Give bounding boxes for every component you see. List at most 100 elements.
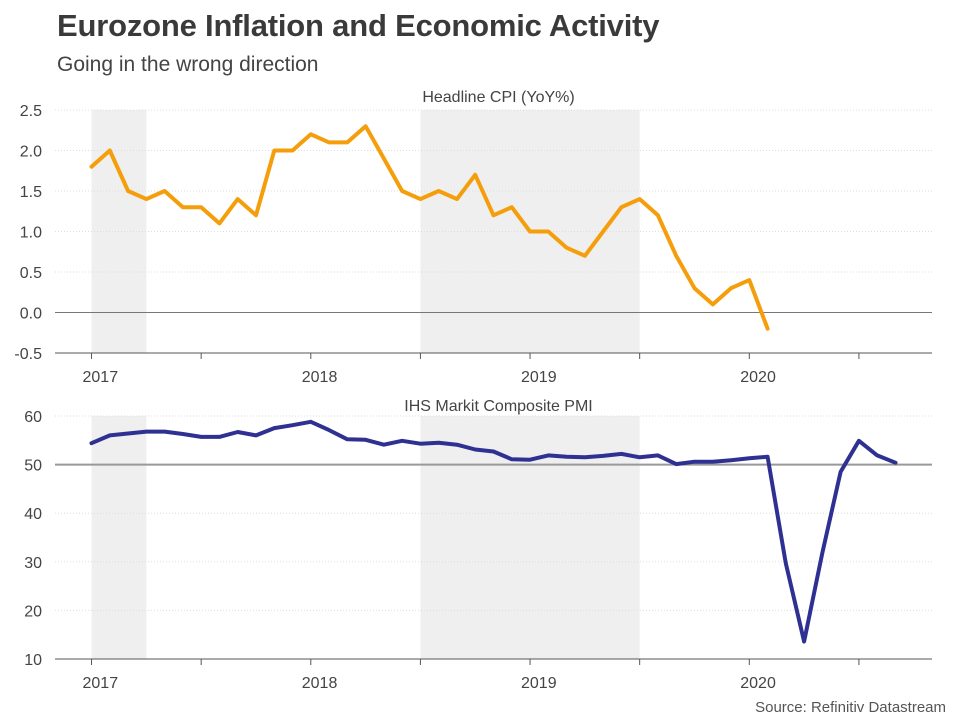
- data-point: [656, 453, 660, 457]
- pmi-y-tick-label: 50: [24, 458, 42, 475]
- data-point: [217, 435, 221, 439]
- data-point: [692, 460, 696, 464]
- pmi-x-tick-marks: [91, 659, 860, 665]
- cpi-y-tick-label: 1.5: [20, 184, 42, 201]
- data-point: [857, 439, 861, 443]
- data-point: [473, 448, 477, 452]
- data-point: [473, 173, 477, 177]
- data-point: [601, 454, 605, 458]
- data-point: [364, 438, 368, 442]
- data-point: [309, 420, 313, 424]
- cpi-shading-group: [91, 110, 640, 353]
- pmi-y-tick-label: 40: [24, 506, 42, 523]
- data-point: [619, 205, 623, 209]
- data-point: [565, 455, 569, 459]
- data-point: [345, 140, 349, 144]
- cpi-panel: Headline CPI (YoY%) 2.5 2.0 1.5 1.0 0.5 …: [14, 89, 932, 386]
- data-point: [729, 458, 733, 462]
- data-point: [528, 458, 532, 462]
- data-point: [364, 124, 368, 128]
- cpi-y-tick-label: 2.0: [20, 144, 42, 161]
- pmi-y-tick-label: 60: [24, 409, 42, 426]
- shaded-period: [420, 416, 640, 659]
- data-point: [656, 213, 660, 217]
- pmi-series-line: [89, 419, 898, 644]
- data-point: [90, 441, 94, 445]
- data-point: [492, 213, 496, 217]
- data-point: [163, 430, 167, 434]
- pmi-x-tick-label: 2017: [83, 675, 119, 692]
- cpi-y-tick-label: 0.5: [20, 265, 42, 282]
- data-point: [565, 246, 569, 250]
- data-point: [400, 189, 404, 193]
- data-point: [382, 157, 386, 161]
- data-point: [217, 221, 221, 225]
- data-point: [181, 432, 185, 436]
- pmi-y-tick-label: 20: [24, 603, 42, 620]
- cpi-x-tick-label: 2017: [83, 369, 119, 386]
- data-point: [382, 443, 386, 447]
- data-point: [163, 189, 167, 193]
- data-point: [327, 140, 331, 144]
- data-point: [638, 455, 642, 459]
- data-point: [510, 457, 514, 461]
- pmi-x-tick-label: 2019: [521, 675, 557, 692]
- cpi-y-tick-label: -0.5: [14, 346, 42, 363]
- data-point: [546, 230, 550, 234]
- data-point: [291, 149, 295, 153]
- data-point: [272, 426, 276, 430]
- data-point: [893, 461, 897, 465]
- data-point: [766, 327, 770, 331]
- data-point: [199, 435, 203, 439]
- cpi-y-tick-label: 2.5: [20, 103, 42, 120]
- data-point: [400, 439, 404, 443]
- chart-title: Eurozone Inflation and Economic Activity: [57, 8, 660, 43]
- data-point: [418, 442, 422, 446]
- data-point: [619, 452, 623, 456]
- data-point: [510, 205, 514, 209]
- source-note: Source: Refinitiv Datastream: [755, 699, 946, 716]
- pmi-y-tick-label: 30: [24, 555, 42, 572]
- data-point: [729, 286, 733, 290]
- data-point: [345, 437, 349, 441]
- data-point: [492, 449, 496, 453]
- data-point: [583, 254, 587, 258]
- cpi-y-tick-label: 0.0: [20, 306, 42, 323]
- data-point: [327, 428, 331, 432]
- cpi-y-tick-label: 1.0: [20, 225, 42, 242]
- data-point: [418, 197, 422, 201]
- data-point: [802, 640, 806, 644]
- data-point: [236, 430, 240, 434]
- cpi-x-tick-label: 2019: [521, 369, 557, 386]
- pmi-panel-title: IHS Markit Composite PMI: [404, 398, 592, 415]
- data-point: [108, 149, 112, 153]
- cpi-x-tick-label: 2020: [740, 369, 776, 386]
- data-point: [108, 433, 112, 437]
- data-point: [674, 254, 678, 258]
- pmi-x-tick-label: 2018: [302, 675, 338, 692]
- pmi-y-tick-label: 10: [24, 652, 42, 669]
- data-point: [291, 423, 295, 427]
- data-point: [144, 197, 148, 201]
- data-point: [601, 230, 605, 234]
- data-point: [766, 455, 770, 459]
- data-point: [455, 197, 459, 201]
- data-point: [309, 132, 313, 136]
- data-point: [711, 302, 715, 306]
- data-point: [181, 205, 185, 209]
- cpi-x-tick-label: 2018: [302, 369, 338, 386]
- data-point: [674, 462, 678, 466]
- pmi-panel: IHS Markit Composite PMI 60 50 40 30 20 …: [24, 398, 932, 692]
- data-point: [546, 453, 550, 457]
- data-point: [638, 197, 642, 201]
- chart-subtitle: Going in the wrong direction: [57, 53, 319, 76]
- data-point: [272, 149, 276, 153]
- data-point: [784, 561, 788, 565]
- data-point: [126, 431, 130, 435]
- data-point: [820, 551, 824, 555]
- data-point: [528, 230, 532, 234]
- data-point: [199, 205, 203, 209]
- data-point: [875, 453, 879, 457]
- data-point: [455, 443, 459, 447]
